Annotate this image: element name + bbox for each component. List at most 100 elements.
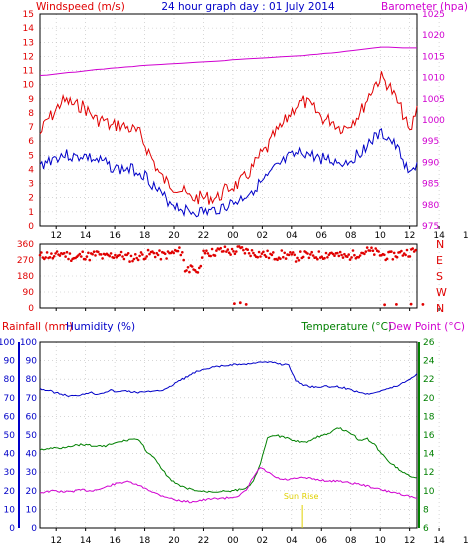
direction-point bbox=[249, 254, 252, 258]
compass-label: S bbox=[436, 270, 443, 283]
direction-point bbox=[363, 252, 366, 256]
climate-plot-frame bbox=[39, 341, 418, 529]
compass-label: E bbox=[436, 254, 443, 267]
direction-point bbox=[279, 257, 282, 261]
direction-point bbox=[198, 266, 201, 270]
humidity-tick-label: 20 bbox=[26, 487, 38, 497]
direction-point bbox=[233, 252, 237, 256]
humidity-tick-label: 0 bbox=[31, 524, 37, 534]
temperature-tick-label: 20 bbox=[423, 394, 435, 404]
direction-point bbox=[240, 246, 244, 249]
direction-point bbox=[401, 254, 405, 257]
barometer-tick-label: 1010 bbox=[422, 74, 445, 84]
direction-point bbox=[368, 249, 372, 252]
direction-point bbox=[351, 249, 355, 252]
direction-point bbox=[252, 251, 255, 255]
barometer-tick-label: 1020 bbox=[422, 31, 445, 41]
dewpoint-axis-title: Dew Point (°C) bbox=[388, 321, 465, 333]
direction-point bbox=[202, 249, 205, 253]
wind-xtick-label: 14 bbox=[433, 231, 445, 241]
temperature-tick-label: 26 bbox=[423, 338, 435, 348]
direction-point bbox=[119, 250, 123, 254]
climate-xtick-label: 12 bbox=[50, 536, 61, 546]
humidity-tick-label: 70 bbox=[26, 394, 38, 404]
direction-tick-label: 0 bbox=[28, 304, 34, 314]
direction-point bbox=[138, 254, 141, 258]
windspeed-tick-label: 8 bbox=[28, 109, 34, 119]
direction-point bbox=[244, 303, 248, 306]
direction-point bbox=[291, 251, 295, 254]
temperature-tick-label: 22 bbox=[423, 375, 434, 385]
humidity-axis-title: Humidity (%) bbox=[66, 321, 135, 333]
direction-point bbox=[395, 255, 399, 259]
direction-point bbox=[230, 247, 234, 251]
direction-point bbox=[182, 258, 185, 262]
direction-point bbox=[395, 303, 398, 306]
rainfall-tick-label: 0 bbox=[9, 524, 15, 534]
direction-point bbox=[84, 258, 87, 261]
temperature-line bbox=[39, 427, 418, 493]
climate-xtick-label: 08 bbox=[345, 536, 357, 546]
climate-xtick-label: 12 bbox=[404, 536, 415, 546]
direction-point bbox=[309, 253, 312, 256]
windspeed-tick-label: 9 bbox=[28, 95, 34, 105]
climate-xtick-label: 14 bbox=[80, 536, 92, 546]
direction-point bbox=[256, 255, 260, 259]
direction-point bbox=[114, 253, 117, 257]
humidity-tick-label: 50 bbox=[26, 431, 38, 441]
direction-point bbox=[408, 255, 412, 258]
windspeed-tick-label: 11 bbox=[23, 67, 34, 77]
temperature-tick-label: 18 bbox=[423, 412, 435, 422]
climate-xtick-label: 04 bbox=[286, 536, 298, 546]
direction-point bbox=[383, 253, 386, 257]
wind-xtick-label: 16 bbox=[463, 231, 468, 241]
direction-point bbox=[126, 252, 130, 255]
direction-point bbox=[132, 257, 136, 261]
climate-xtick-label: 16 bbox=[109, 536, 121, 546]
direction-point bbox=[311, 254, 315, 257]
direction-point bbox=[257, 250, 261, 254]
direction-point bbox=[276, 258, 279, 262]
direction-point bbox=[294, 260, 298, 263]
direction-point bbox=[392, 251, 396, 255]
rainfall-tick-label: 20 bbox=[4, 487, 16, 497]
direction-point bbox=[97, 250, 100, 254]
direction-point bbox=[358, 254, 362, 257]
wind-xtick-label: 16 bbox=[109, 231, 121, 241]
chart-marks: 0123456789101112131415975980985990995100… bbox=[0, 10, 468, 546]
gust-line bbox=[39, 71, 418, 205]
climate-xtick-label: 16 bbox=[463, 536, 468, 546]
windspeed-tick-label: 0 bbox=[28, 222, 34, 232]
direction-point bbox=[40, 251, 43, 254]
direction-point bbox=[178, 246, 181, 249]
rainfall-tick-label: 60 bbox=[4, 412, 16, 422]
climate-xtick-label: 20 bbox=[168, 536, 180, 546]
direction-point bbox=[260, 252, 264, 255]
direction-point bbox=[353, 253, 356, 257]
direction-point bbox=[153, 255, 157, 259]
direction-point bbox=[297, 259, 301, 262]
direction-point bbox=[266, 249, 269, 253]
direction-tick-label: 270 bbox=[17, 256, 34, 266]
direction-point bbox=[324, 251, 328, 255]
climate-xtick-label: 00 bbox=[227, 536, 239, 546]
compass-label: W bbox=[436, 286, 447, 299]
direction-point bbox=[200, 256, 204, 259]
humidity-tick-label: 10 bbox=[26, 505, 38, 515]
direction-point bbox=[225, 250, 228, 253]
direction-point bbox=[99, 253, 103, 256]
direction-tick-label: 360 bbox=[17, 240, 34, 250]
direction-point bbox=[118, 253, 121, 257]
direction-point bbox=[152, 251, 156, 255]
direction-point bbox=[91, 252, 94, 256]
windspeed-tick-label: 12 bbox=[23, 52, 34, 62]
direction-point bbox=[179, 253, 183, 257]
direction-point bbox=[101, 257, 104, 260]
humidity-tick-label: 80 bbox=[26, 375, 38, 385]
direction-point bbox=[341, 256, 345, 259]
direction-point bbox=[290, 253, 294, 256]
wind-xtick-label: 12 bbox=[50, 231, 61, 241]
direction-point bbox=[88, 258, 92, 262]
rainfall-tick-label: 50 bbox=[4, 431, 16, 441]
